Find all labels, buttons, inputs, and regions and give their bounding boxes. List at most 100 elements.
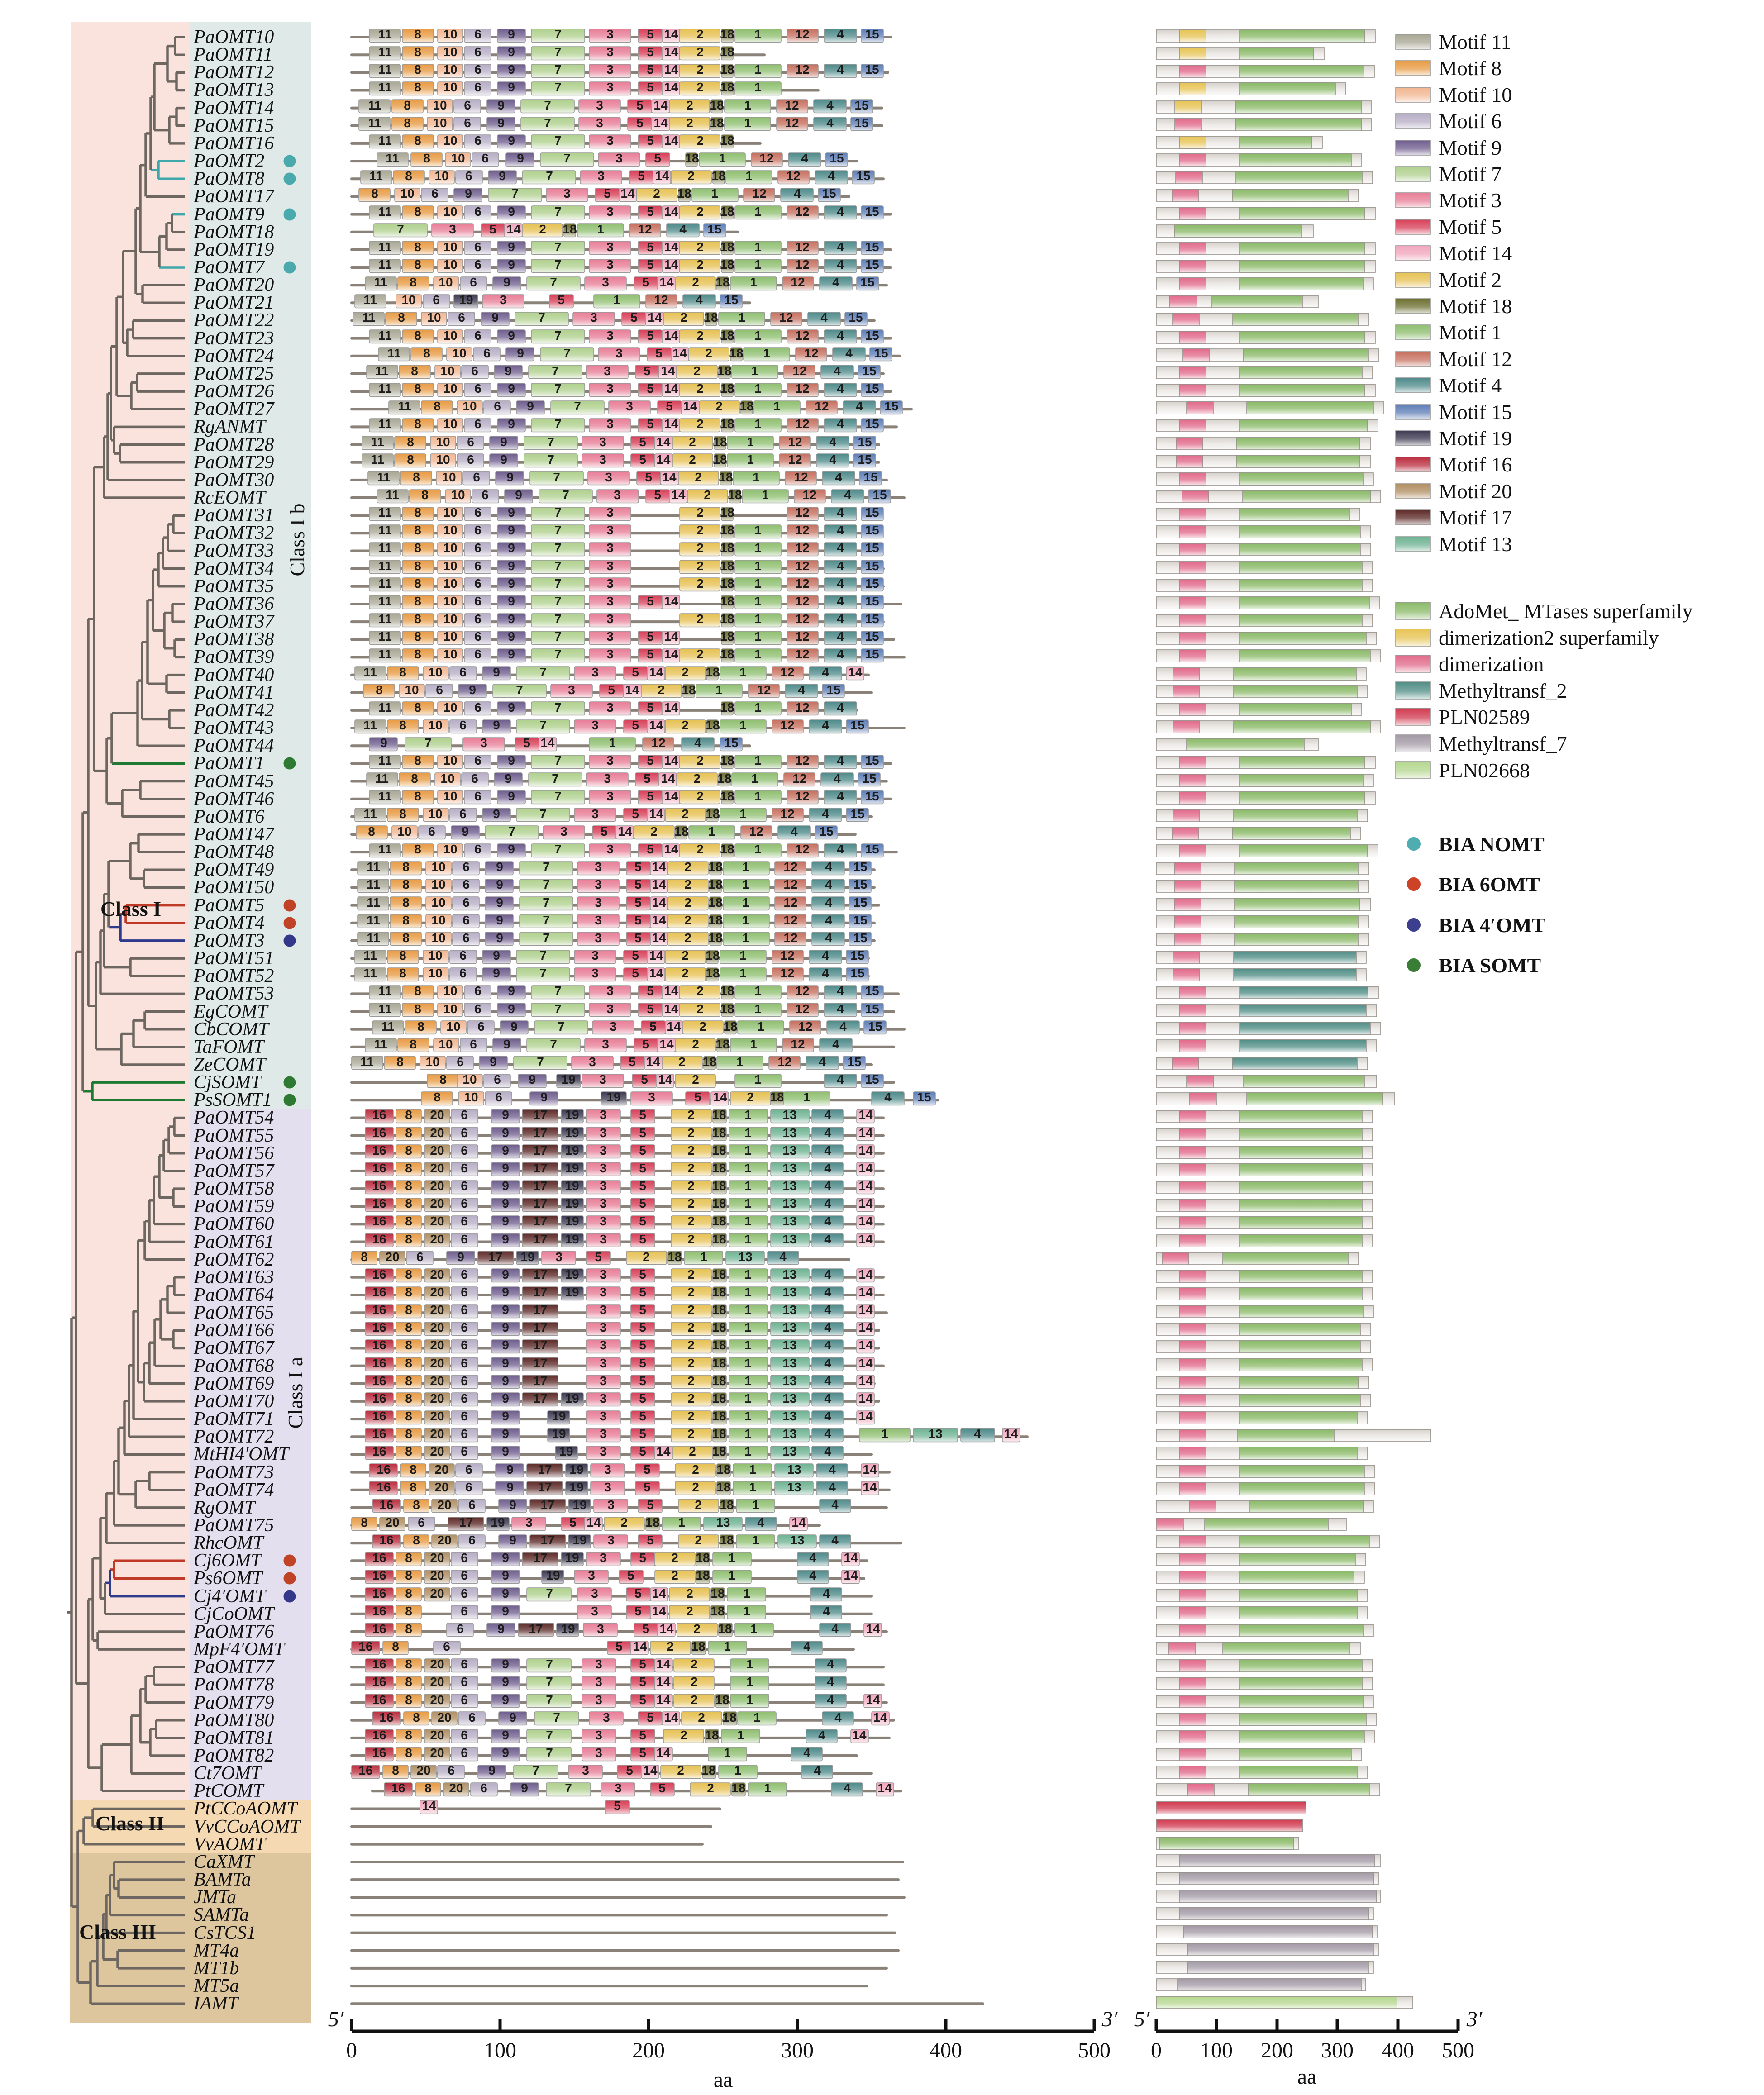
svg-text:4: 4 xyxy=(819,1055,826,1069)
svg-text:10: 10 xyxy=(425,1055,439,1069)
svg-text:14: 14 xyxy=(667,1019,681,1033)
svg-text:5: 5 xyxy=(632,665,639,679)
svg-text:7: 7 xyxy=(554,62,562,76)
svg-text:6: 6 xyxy=(461,1161,468,1175)
svg-text:18: 18 xyxy=(712,1444,726,1458)
svg-text:5: 5 xyxy=(647,700,654,714)
svg-text:10: 10 xyxy=(428,948,442,962)
svg-text:2: 2 xyxy=(620,1515,628,1529)
svg-text:2: 2 xyxy=(696,541,704,555)
svg-text:9: 9 xyxy=(508,62,515,76)
svg-text:5: 5 xyxy=(629,1055,636,1069)
svg-text:5: 5 xyxy=(601,824,608,838)
svg-text:11: 11 xyxy=(369,169,383,183)
svg-text:200: 200 xyxy=(1261,2038,1293,2062)
svg-text:PaOMT50: PaOMT50 xyxy=(193,877,274,898)
svg-text:1: 1 xyxy=(742,931,749,945)
svg-text:9: 9 xyxy=(500,452,507,467)
svg-text:3: 3 xyxy=(607,1533,615,1547)
svg-text:3: 3 xyxy=(604,1480,611,1494)
svg-text:8: 8 xyxy=(405,1391,412,1405)
svg-text:4: 4 xyxy=(831,1622,839,1636)
svg-text:14: 14 xyxy=(866,1622,880,1636)
svg-text:12: 12 xyxy=(780,665,794,679)
svg-text:14: 14 xyxy=(659,275,674,289)
svg-text:3: 3 xyxy=(600,1551,607,1565)
svg-text:12: 12 xyxy=(795,576,809,590)
svg-text:6: 6 xyxy=(474,45,482,59)
svg-text:11: 11 xyxy=(378,80,392,94)
svg-text:4: 4 xyxy=(845,346,853,360)
svg-text:9: 9 xyxy=(502,1267,509,1281)
svg-text:PaOMT53: PaOMT53 xyxy=(193,983,274,1004)
svg-text:1: 1 xyxy=(744,1356,752,1370)
svg-text:6: 6 xyxy=(471,771,478,786)
svg-text:19: 19 xyxy=(561,1622,575,1636)
svg-text:3: 3 xyxy=(599,1072,606,1086)
svg-text:8: 8 xyxy=(414,381,421,395)
svg-text:3: 3 xyxy=(600,1374,607,1388)
svg-text:18: 18 xyxy=(731,1781,745,1795)
svg-text:19: 19 xyxy=(561,1072,575,1086)
svg-text:10: 10 xyxy=(443,80,457,94)
svg-text:10: 10 xyxy=(443,27,457,41)
svg-text:18: 18 xyxy=(717,364,731,378)
svg-text:8: 8 xyxy=(417,1019,424,1033)
svg-text:11: 11 xyxy=(374,275,387,289)
svg-text:6: 6 xyxy=(461,1444,468,1458)
svg-text:18: 18 xyxy=(720,612,734,626)
svg-text:7: 7 xyxy=(543,913,550,927)
svg-text:15: 15 xyxy=(865,27,879,41)
svg-text:4: 4 xyxy=(837,629,844,643)
svg-text:15: 15 xyxy=(865,842,879,856)
svg-text:14: 14 xyxy=(858,1391,873,1405)
svg-text:18: 18 xyxy=(702,1055,716,1069)
svg-text:6: 6 xyxy=(443,1639,450,1653)
svg-text:1: 1 xyxy=(754,789,762,803)
svg-text:9: 9 xyxy=(380,736,387,750)
svg-text:3: 3 xyxy=(595,877,602,891)
svg-text:4: 4 xyxy=(814,1763,821,1777)
svg-text:300: 300 xyxy=(781,2038,814,2062)
svg-text:14: 14 xyxy=(664,842,678,856)
svg-text:6: 6 xyxy=(461,1320,468,1334)
svg-text:5: 5 xyxy=(647,1533,654,1547)
svg-text:18: 18 xyxy=(715,1693,729,1707)
svg-text:9: 9 xyxy=(502,1728,509,1742)
svg-text:JMTa: JMTa xyxy=(194,1887,236,1908)
svg-text:20: 20 xyxy=(385,1250,399,1264)
svg-text:14: 14 xyxy=(664,381,678,395)
svg-text:6: 6 xyxy=(470,1037,477,1051)
svg-text:5: 5 xyxy=(639,1196,646,1210)
svg-text:4: 4 xyxy=(803,1746,810,1760)
svg-text:19: 19 xyxy=(459,293,473,307)
svg-text:11: 11 xyxy=(378,329,392,343)
svg-text:20: 20 xyxy=(430,1444,444,1458)
svg-text:BIA SOMT: BIA SOMT xyxy=(1439,954,1541,977)
svg-text:4: 4 xyxy=(801,151,808,165)
svg-text:10: 10 xyxy=(427,310,441,324)
svg-text:19: 19 xyxy=(552,1409,566,1423)
svg-text:9: 9 xyxy=(510,1019,518,1033)
svg-text:16: 16 xyxy=(372,1409,386,1423)
svg-text:4: 4 xyxy=(824,1108,831,1122)
svg-text:6: 6 xyxy=(470,275,477,289)
svg-text:18: 18 xyxy=(712,1409,726,1423)
svg-text:16: 16 xyxy=(372,1657,386,1671)
svg-text:3: 3 xyxy=(600,1179,607,1193)
svg-text:6: 6 xyxy=(474,205,482,219)
svg-text:4: 4 xyxy=(694,736,701,750)
svg-text:18: 18 xyxy=(706,948,720,962)
svg-text:14: 14 xyxy=(873,1710,887,1724)
svg-text:PaOMT33: PaOMT33 xyxy=(193,540,274,561)
svg-text:3: 3 xyxy=(615,1781,622,1795)
svg-text:11: 11 xyxy=(371,435,384,449)
svg-text:2: 2 xyxy=(686,98,693,112)
svg-text:9: 9 xyxy=(502,1126,509,1140)
svg-text:2: 2 xyxy=(692,1072,699,1086)
svg-text:14: 14 xyxy=(664,133,678,148)
svg-text:10: 10 xyxy=(439,275,453,289)
svg-text:9: 9 xyxy=(497,98,505,112)
svg-text:ZeCOMT: ZeCOMT xyxy=(194,1054,267,1075)
svg-text:6: 6 xyxy=(461,1728,468,1742)
